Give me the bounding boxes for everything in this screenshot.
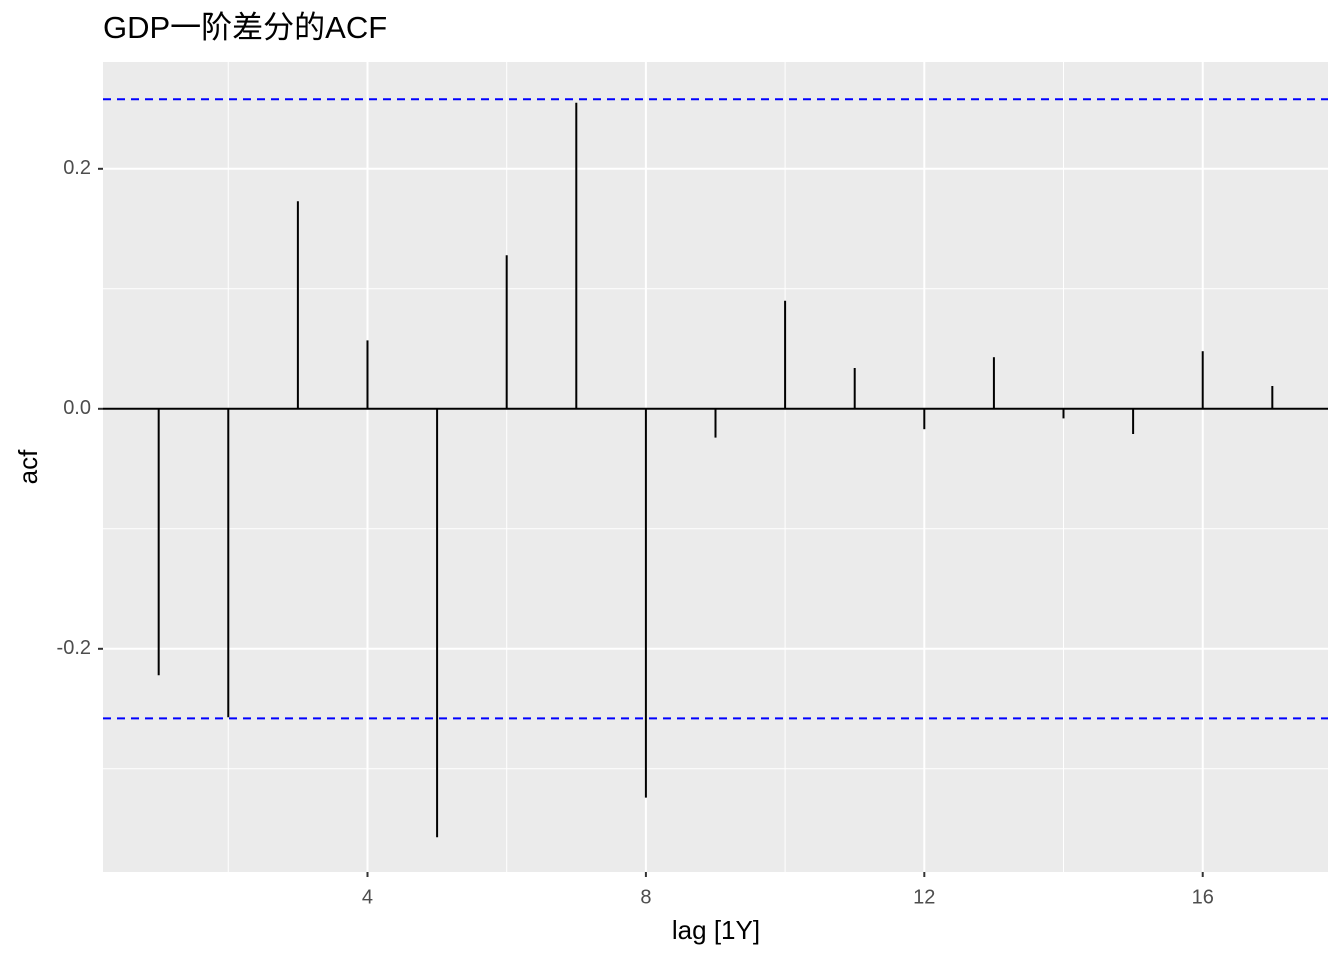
chart-title: GDP一阶差分的ACF — [103, 10, 387, 45]
x-axis-label: lag [1Y] — [672, 915, 760, 945]
marks — [103, 98, 1328, 838]
y-axis-label: acf — [13, 449, 43, 484]
y-tick-label: 0.2 — [63, 157, 91, 179]
x-tick-label: 12 — [913, 886, 935, 908]
x-tick-label: 16 — [1192, 886, 1214, 908]
x-tick-label: 8 — [640, 886, 651, 908]
y-tick-label: -0.2 — [57, 637, 91, 659]
x-tick-label: 4 — [362, 886, 373, 908]
plot-background — [103, 62, 1328, 872]
y-tick-label: 0.0 — [63, 397, 91, 419]
